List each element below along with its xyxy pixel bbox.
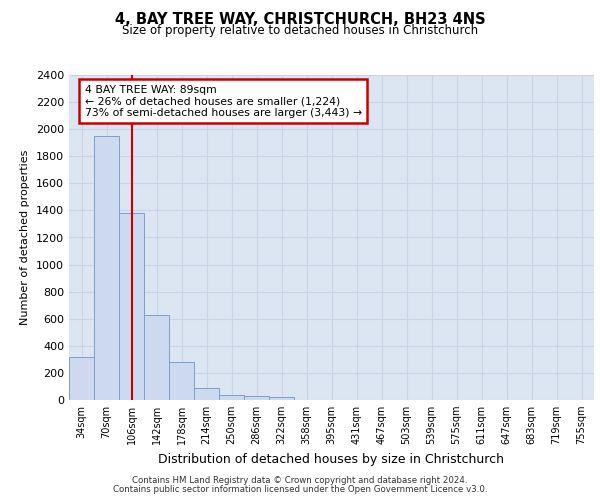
Text: 4 BAY TREE WAY: 89sqm
← 26% of detached houses are smaller (1,224)
73% of semi-d: 4 BAY TREE WAY: 89sqm ← 26% of detached … <box>85 84 362 118</box>
Text: Size of property relative to detached houses in Christchurch: Size of property relative to detached ho… <box>122 24 478 37</box>
Bar <box>119 213 144 400</box>
Bar <box>269 398 294 400</box>
Bar <box>194 388 219 400</box>
Bar <box>144 314 169 400</box>
Text: 4, BAY TREE WAY, CHRISTCHURCH, BH23 4NS: 4, BAY TREE WAY, CHRISTCHURCH, BH23 4NS <box>115 12 485 28</box>
Text: Contains public sector information licensed under the Open Government Licence v3: Contains public sector information licen… <box>113 485 487 494</box>
Bar <box>244 396 269 400</box>
Bar <box>69 356 94 400</box>
Bar <box>169 362 194 400</box>
Text: Contains HM Land Registry data © Crown copyright and database right 2024.: Contains HM Land Registry data © Crown c… <box>132 476 468 485</box>
Bar <box>94 136 119 400</box>
Y-axis label: Number of detached properties: Number of detached properties <box>20 150 31 325</box>
X-axis label: Distribution of detached houses by size in Christchurch: Distribution of detached houses by size … <box>158 452 505 466</box>
Bar <box>219 394 244 400</box>
